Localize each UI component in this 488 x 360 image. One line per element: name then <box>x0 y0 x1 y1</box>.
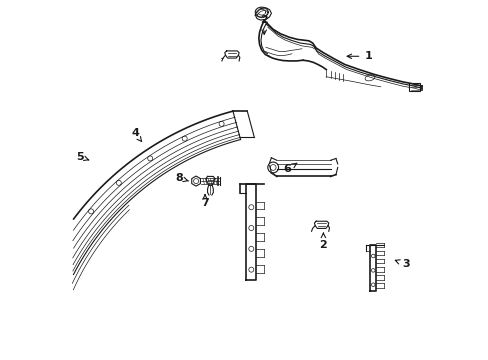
Text: 2: 2 <box>260 15 267 34</box>
Text: 6: 6 <box>283 163 296 174</box>
Text: 8: 8 <box>175 173 188 183</box>
Text: 1: 1 <box>346 51 371 61</box>
Text: 4: 4 <box>131 129 142 141</box>
Text: 2: 2 <box>319 233 326 249</box>
Text: 5: 5 <box>76 152 89 162</box>
Text: 7: 7 <box>201 195 208 208</box>
Text: 3: 3 <box>394 259 409 269</box>
